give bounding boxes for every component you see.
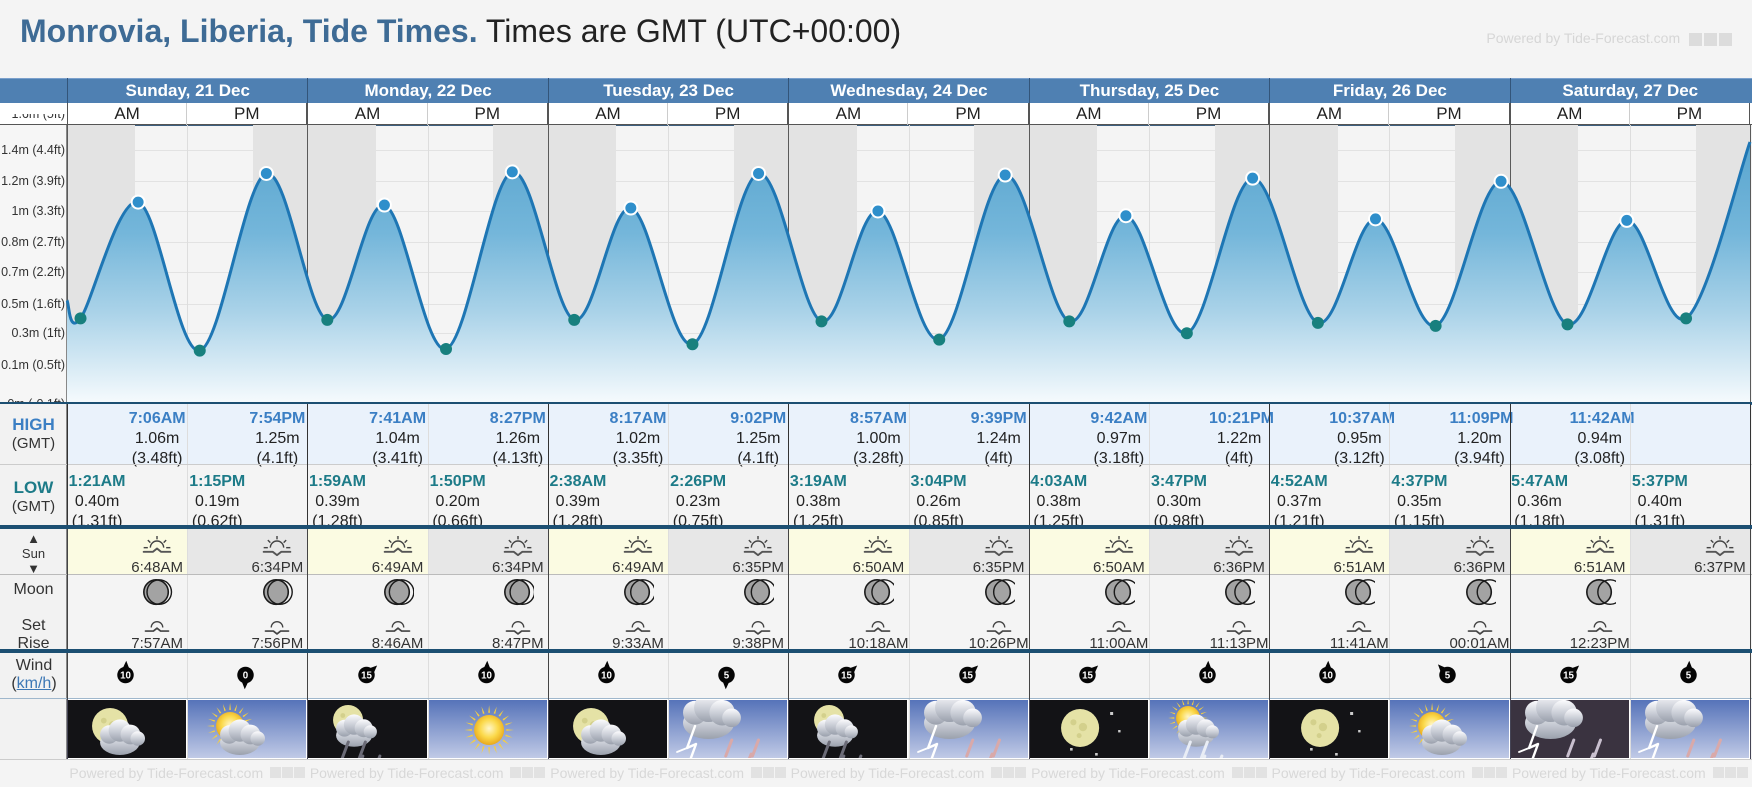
svg-text:10: 10 [481,670,492,681]
svg-text:10: 10 [1322,670,1333,681]
svg-text:0: 0 [243,670,249,681]
svg-text:10: 10 [120,670,131,681]
svg-text:10: 10 [1202,670,1213,681]
svg-text:5: 5 [1445,670,1451,681]
svg-text:5: 5 [1686,670,1692,681]
svg-text:15: 15 [1563,670,1574,681]
svg-text:5: 5 [724,670,730,681]
svg-text:15: 15 [962,670,973,681]
svg-text:15: 15 [361,670,372,681]
svg-text:15: 15 [841,670,852,681]
svg-text:10: 10 [601,670,612,681]
svg-text:15: 15 [1082,670,1093,681]
